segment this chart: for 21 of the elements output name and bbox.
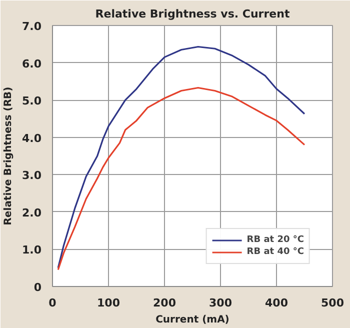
x-axis-title: Current (mA) [156,314,230,326]
y-tick-label: 5.0 [22,94,42,108]
y-axis-title: Relative Brightness (RB) [3,86,14,226]
x-tick-label: 0 [48,296,57,310]
line-series [57,46,306,269]
y-tick-label: 2.0 [22,206,42,220]
y-tick-label: 1.0 [22,244,42,257]
x-tick-label: 400 [265,296,288,310]
y-tick-label: 0 [34,281,42,294]
y-tick-label: 6.0 [22,57,42,70]
line-series [57,86,306,271]
x-tick-label: 300 [209,296,232,310]
y-tick-label: 7.0 [22,20,42,33]
y-tick-label: 4.0 [22,132,42,145]
legend-label: RB at 40 °C [246,246,304,258]
y-tick-label: 3.0 [22,169,42,182]
legend-label: RB at 20 °C [246,234,304,246]
chart-title: Relative Brightness vs. Current [95,8,290,20]
x-tick-label: 500 [321,296,344,310]
x-tick-label: 200 [153,296,176,310]
x-tick-label: 100 [97,296,120,310]
